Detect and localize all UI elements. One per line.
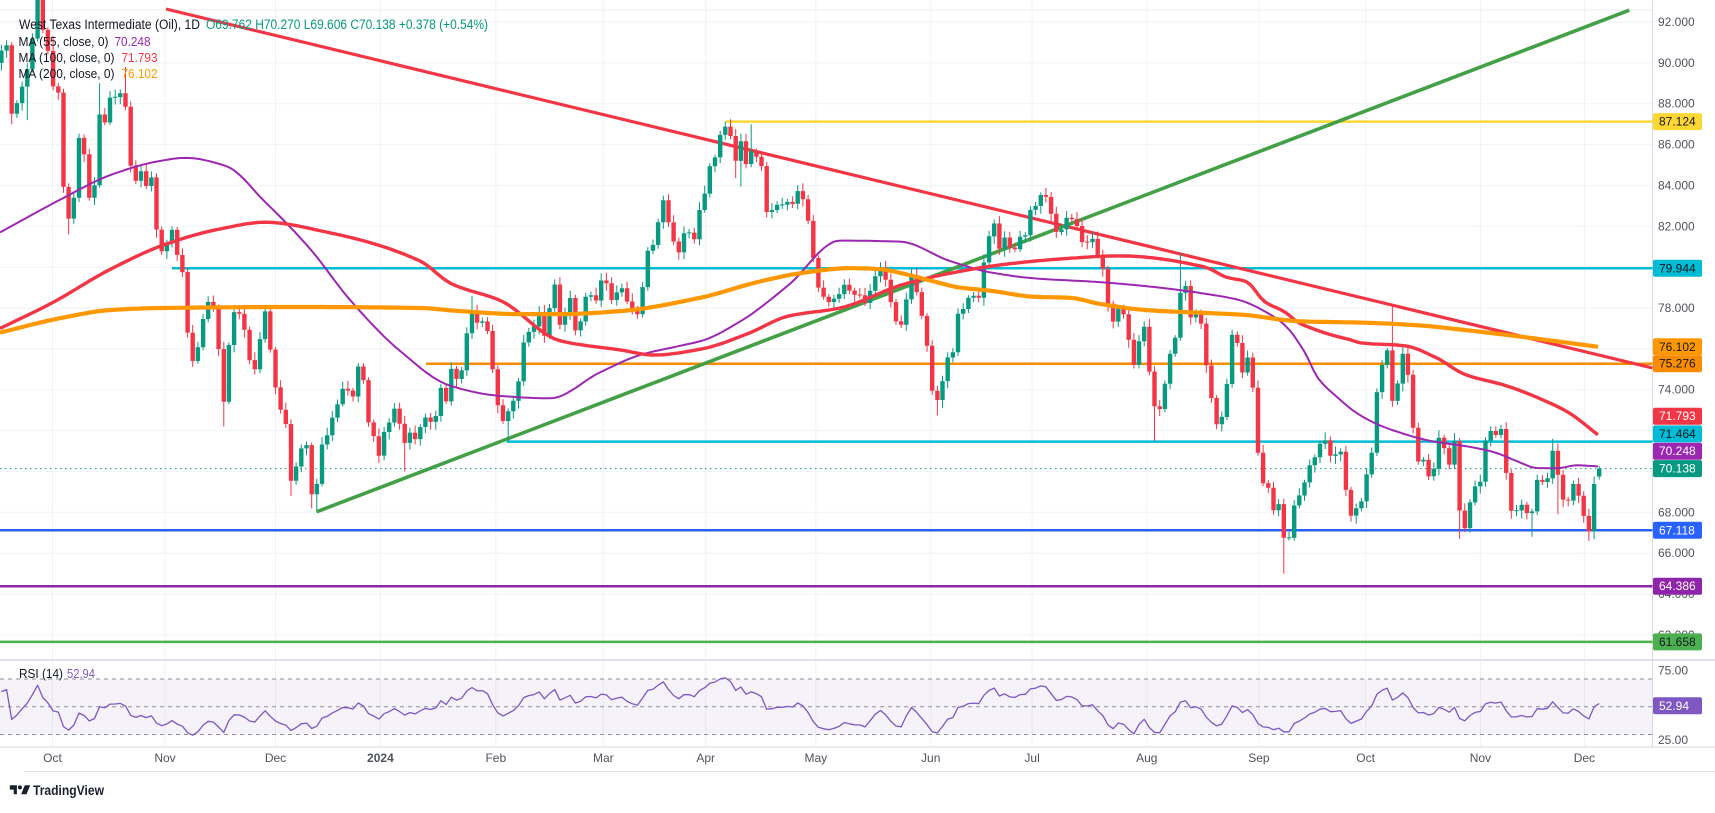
svg-text:70.138: 70.138 (1659, 462, 1696, 476)
svg-text:West Texas Intermediate (Oil),: West Texas Intermediate (Oil), 1D (19, 17, 200, 32)
svg-text:84.000: 84.000 (1658, 178, 1695, 192)
svg-text:66.000: 66.000 (1658, 546, 1695, 560)
svg-text:Dec: Dec (1574, 751, 1595, 765)
svg-text:75.276: 75.276 (1659, 357, 1696, 371)
svg-text:70.248: 70.248 (1659, 444, 1696, 458)
svg-text:Feb: Feb (485, 751, 506, 765)
svg-text:Dec: Dec (265, 751, 286, 765)
svg-text:86.000: 86.000 (1658, 138, 1695, 152)
svg-text:MA (200, close, 0): MA (200, close, 0) (19, 67, 115, 81)
svg-text:MA (55, close, 0): MA (55, close, 0) (19, 35, 109, 49)
svg-text:O69.762 H70.270 L69.606 C70: O69.762 H70.270 L69.606 C70.138 +0.378 (… (206, 17, 488, 32)
svg-text:90.000: 90.000 (1658, 56, 1695, 70)
svg-text:MA (100, close, 0): MA (100, close, 0) (19, 51, 115, 65)
svg-text:71.793: 71.793 (1659, 409, 1696, 423)
svg-text:70.248: 70.248 (115, 35, 151, 49)
svg-text:RSI (14): RSI (14) (19, 667, 63, 681)
svg-text:71.793: 71.793 (122, 51, 158, 65)
svg-text:Jul: Jul (1024, 751, 1039, 765)
svg-text:82.000: 82.000 (1658, 219, 1695, 233)
svg-text:Nov: Nov (1470, 751, 1491, 765)
svg-text:52.94: 52.94 (1659, 699, 1689, 713)
svg-text:Nov: Nov (154, 751, 175, 765)
svg-text:25.00: 25.00 (1658, 733, 1688, 747)
svg-text:79.944: 79.944 (1659, 261, 1696, 275)
svg-text:87.124: 87.124 (1659, 115, 1696, 129)
svg-text:2024: 2024 (367, 751, 394, 765)
svg-text:64.386: 64.386 (1659, 579, 1696, 593)
svg-text:Oct: Oct (43, 751, 62, 765)
svg-text:76.102: 76.102 (122, 67, 158, 81)
svg-text:TradingView: TradingView (33, 782, 104, 798)
svg-text:61.658: 61.658 (1659, 635, 1696, 649)
svg-text:52.94: 52.94 (67, 667, 95, 681)
svg-text:88.000: 88.000 (1658, 97, 1695, 111)
svg-text:75.00: 75.00 (1658, 664, 1688, 678)
svg-text:74.000: 74.000 (1658, 383, 1695, 397)
svg-text:71.464: 71.464 (1659, 427, 1696, 441)
svg-text:Jun: Jun (921, 751, 940, 765)
svg-text:Sep: Sep (1248, 751, 1270, 765)
svg-text:Mar: Mar (593, 751, 614, 765)
svg-text:76.102: 76.102 (1659, 340, 1696, 354)
svg-text:May: May (804, 751, 827, 765)
svg-text:78.000: 78.000 (1658, 301, 1695, 315)
svg-text:92.000: 92.000 (1658, 15, 1695, 29)
svg-text:Aug: Aug (1136, 751, 1157, 765)
svg-text:Oct: Oct (1356, 751, 1375, 765)
svg-text:68.000: 68.000 (1658, 505, 1695, 519)
svg-text:67.118: 67.118 (1659, 523, 1695, 537)
svg-text:Apr: Apr (696, 751, 715, 765)
